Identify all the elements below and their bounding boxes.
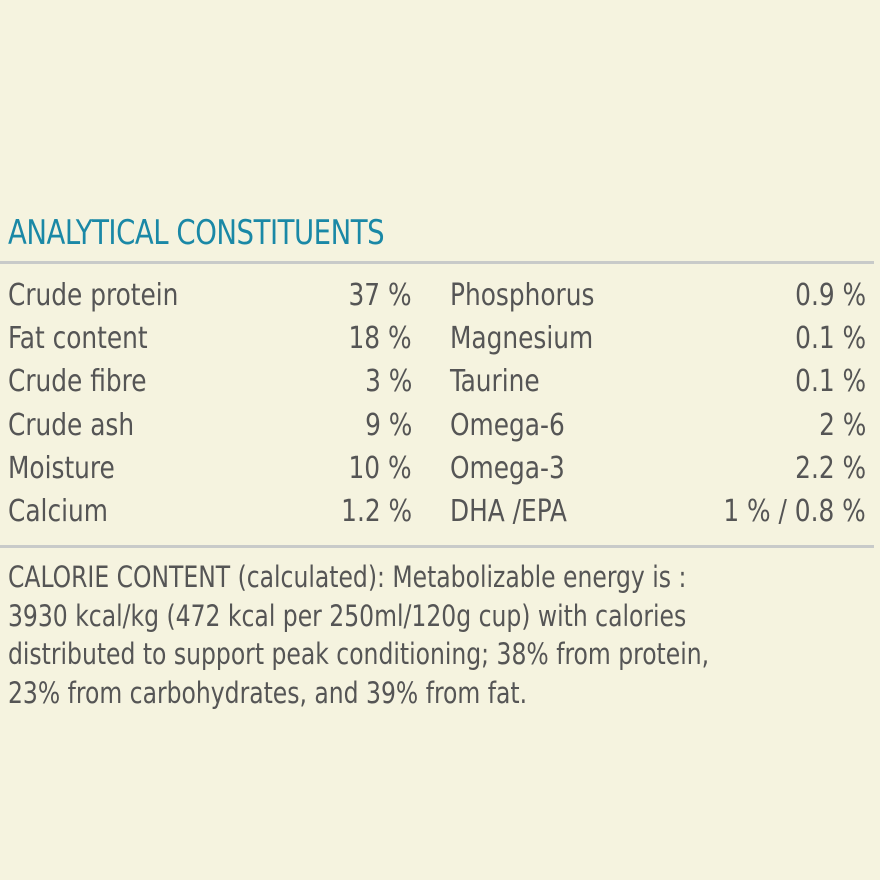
calorie-content-paragraph: CALORIE CONTENT (calculated): Metaboliza… [8,558,863,712]
calorie-line: 3930 kcal/kg (472 kcal per 250ml/120g cu… [8,598,687,633]
constituent-value: 1 % / 0.8 % [723,494,866,530]
constituent-name: Moisture [8,450,115,486]
constituent-row: Taurine 0.1 % [450,360,866,403]
constituent-name: Omega-6 [450,407,565,443]
constituent-value: 0.1 % [795,364,866,400]
constituent-name: Calcium [8,494,108,530]
constituent-value: 2.2 % [795,450,866,486]
constituent-name: Crude ash [8,407,135,443]
constituent-value: 9 % [364,407,412,443]
constituents-table: Crude protein 37 % Fat content 18 % Crud… [8,264,866,545]
constituent-row: Magnesium 0.1 % [450,317,866,360]
constituent-value: 18 % [348,321,412,357]
constituent-value: 1.2 % [341,494,412,530]
constituent-row: Crude ash 9 % [8,404,412,447]
constituent-value: 37 % [348,278,412,314]
constituent-name: Magnesium [450,321,594,357]
constituent-row: Calcium 1.2 % [8,490,412,533]
constituents-column-left: Crude protein 37 % Fat content 18 % Crud… [8,274,412,533]
constituent-name: Crude fibre [8,364,147,400]
constituent-name: Omega-3 [450,450,565,486]
constituent-row: Crude protein 37 % [8,274,412,317]
section-heading: ANALYTICAL CONSTITUENTS [8,213,385,253]
constituent-row: Phosphorus 0.9 % [450,274,866,317]
top-divider [0,261,874,264]
analytical-constituents-panel: ANALYTICAL CONSTITUENTS Crude protein 37… [0,212,874,712]
calorie-line: CALORIE CONTENT (calculated): Metaboliza… [8,560,687,595]
constituent-name: Phosphorus [450,278,595,314]
constituent-name: Fat content [8,321,148,357]
constituent-name: Taurine [450,364,540,400]
calorie-line: distributed to support peak conditioning… [8,637,710,672]
bottom-divider [0,545,874,549]
constituent-value: 0.1 % [795,321,866,357]
constituent-value: 10 % [348,450,412,486]
constituent-row: Omega-3 2.2 % [450,447,866,490]
constituents-column-right: Phosphorus 0.9 % Magnesium 0.1 % Taurine… [450,274,866,533]
constituent-row: DHA /EPA 1 % / 0.8 % [450,490,866,533]
calorie-line: 23% from carbohydrates, and 39% from fat… [8,675,528,710]
constituent-row: Moisture 10 % [8,447,412,490]
constituent-value: 0.9 % [795,278,866,314]
constituent-value: 3 % [364,364,412,400]
constituent-name: DHA /EPA [450,494,567,530]
constituent-row: Fat content 18 % [8,317,412,360]
constituent-row: Crude fibre 3 % [8,360,412,403]
constituent-value: 2 % [818,407,866,443]
constituent-name: Crude protein [8,278,179,314]
constituent-row: Omega-6 2 % [450,404,866,447]
